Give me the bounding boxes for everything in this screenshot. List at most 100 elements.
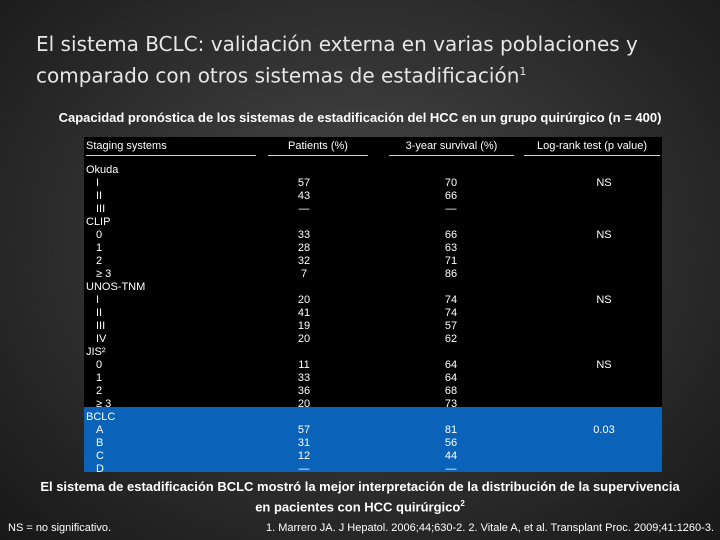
cell-system: UNOS-TNM xyxy=(86,281,146,293)
column-patients: 57 43—33 28 32 7 20 41 19 20 11 33 36 20 57 31 12— xyxy=(284,164,324,476)
cell-patients: 28 xyxy=(297,242,311,254)
cell-patients: — xyxy=(298,203,310,215)
cell-survival xyxy=(431,216,471,229)
cell-survival: 74 xyxy=(444,294,458,306)
cell-survival: 66 xyxy=(444,190,458,202)
cell-logrank xyxy=(564,450,644,463)
cell-system: D xyxy=(96,463,104,475)
cell-logrank: NS xyxy=(596,359,612,371)
slide-title-ref: 1 xyxy=(519,65,527,78)
cell-survival: 64 xyxy=(444,359,458,371)
cell-patients xyxy=(284,411,324,424)
cell-logrank xyxy=(564,216,644,229)
column-logrank: NS NS NS NS 0.03 xyxy=(564,164,644,476)
cell-logrank: NS xyxy=(596,177,612,189)
cell-patients: 36 xyxy=(297,385,311,397)
cell-logrank xyxy=(564,203,644,216)
cell-survival xyxy=(431,411,471,424)
references: 1. Marrero JA. J Hepatol. 2006;44;630-2.… xyxy=(265,522,714,534)
bclc-highlight xyxy=(84,407,662,472)
cell-survival: — xyxy=(445,203,457,215)
cell-patients: 19 xyxy=(297,320,311,332)
cell-system: IV xyxy=(96,333,107,345)
cell-logrank xyxy=(564,255,644,268)
cell-system: A xyxy=(96,424,104,436)
cell-survival: 73 xyxy=(444,398,458,410)
cell-survival: 66 xyxy=(444,229,458,241)
slide-title-text: El sistema BCLC: validación externa en v… xyxy=(36,32,638,88)
header-survival: 3-year survival (%) xyxy=(389,139,514,156)
cell-logrank xyxy=(564,281,644,294)
cell-patients: 32 xyxy=(297,255,311,267)
cell-logrank xyxy=(564,242,644,255)
cell-system: B xyxy=(96,437,104,449)
cell-survival: 44 xyxy=(444,450,458,462)
cell-patients: 33 xyxy=(297,229,311,241)
cell-survival xyxy=(431,164,471,177)
cell-system: 0 xyxy=(96,229,103,241)
cell-logrank xyxy=(564,437,644,450)
cell-logrank: NS xyxy=(596,294,612,306)
cell-patients: 33 xyxy=(297,372,311,384)
slide-title: El sistema BCLC: validación externa en v… xyxy=(36,30,696,90)
table-caption: Capacidad pronóstica de los sistemas de … xyxy=(58,110,662,125)
conclusion-text: El sistema de estadificación BCLC mostró… xyxy=(40,479,680,515)
cell-patients xyxy=(284,281,324,294)
cell-system: 0 xyxy=(96,359,103,371)
cell-patients: 57 xyxy=(297,424,311,436)
column-survival: 70 66—66 63 71 86 74 74 57 62 64 64 68 73 81 56 44— xyxy=(431,164,471,476)
cell-patients: 57 xyxy=(297,177,311,189)
cell-system: BCLC xyxy=(86,411,116,423)
cell-survival: 81 xyxy=(444,424,458,436)
cell-survival: — xyxy=(445,463,457,475)
cell-system: II xyxy=(96,190,103,202)
cell-patients: 12 xyxy=(297,450,311,462)
cell-patients xyxy=(284,216,324,229)
cell-survival: 74 xyxy=(444,307,458,319)
cell-system: I xyxy=(96,177,100,189)
cell-system: 1 xyxy=(96,242,103,254)
cell-patients xyxy=(284,346,324,359)
cell-patients: 41 xyxy=(297,307,311,319)
cell-survival: 63 xyxy=(444,242,458,254)
cell-survival: 57 xyxy=(444,320,458,332)
cell-system: II xyxy=(96,307,103,319)
cell-logrank xyxy=(564,164,644,177)
cell-patients: 43 xyxy=(297,190,311,202)
cell-survival xyxy=(431,346,471,359)
cell-logrank xyxy=(564,372,644,385)
cell-patients: 20 xyxy=(297,398,311,410)
cell-logrank xyxy=(564,268,644,281)
footnote: NS = no significativo. xyxy=(8,522,112,534)
cell-logrank: 0.03 xyxy=(593,424,615,436)
cell-logrank xyxy=(564,411,644,424)
cell-system: CLIP xyxy=(86,216,111,228)
conclusion: El sistema de estadificación BCLC mostró… xyxy=(40,478,680,515)
conclusion-ref: 2 xyxy=(460,499,465,508)
header-patients: Patients (%) xyxy=(268,139,368,156)
cell-logrank xyxy=(564,385,644,398)
cell-patients xyxy=(284,164,324,177)
cell-logrank xyxy=(564,398,644,411)
cell-system: III xyxy=(96,320,106,332)
cell-logrank xyxy=(564,346,644,359)
column-staging-systems: Okuda I II III CLIP 0 1 2 ≥ 3 UNOS-TNM I II III IV JIS… xyxy=(86,164,236,476)
cell-survival xyxy=(431,281,471,294)
cell-logrank xyxy=(564,307,644,320)
cell-survival: 64 xyxy=(444,372,458,384)
cell-survival: 62 xyxy=(444,333,458,345)
staging-table: Staging systems Patients (%) 3-year surv… xyxy=(84,137,662,475)
cell-patients: 31 xyxy=(297,437,311,449)
cell-logrank xyxy=(564,190,644,203)
cell-system: 2 xyxy=(96,255,103,267)
cell-survival: 68 xyxy=(444,385,458,397)
cell-system: I xyxy=(96,294,100,306)
cell-system: ≥ 3 xyxy=(96,268,112,280)
cell-patients: — xyxy=(298,463,310,475)
cell-system: Okuda xyxy=(86,164,119,176)
cell-system: ≥ 3 xyxy=(96,398,112,410)
cell-logrank xyxy=(564,320,644,333)
cell-survival: 71 xyxy=(444,255,458,267)
cell-patients: 20 xyxy=(297,333,311,345)
cell-system: C xyxy=(96,450,104,462)
